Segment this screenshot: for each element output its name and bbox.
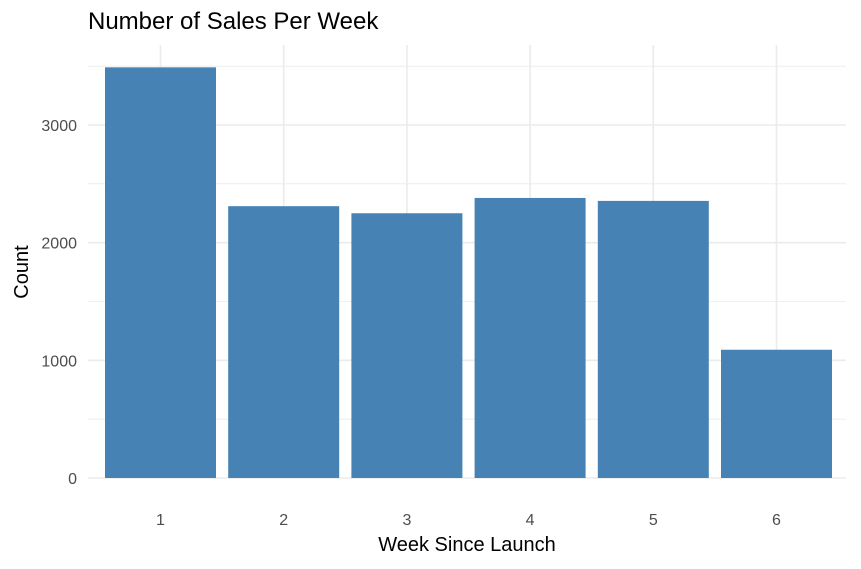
x-tick-label: 5 (649, 512, 658, 529)
tick-labels: 1 2 3 4 5 6 0 1000 2000 3000 (41, 118, 781, 529)
bar-week-2 (228, 206, 340, 478)
x-axis-label: Week Since Launch (378, 534, 556, 556)
bar-week-3 (351, 213, 463, 478)
y-axis-label: Count (11, 245, 33, 299)
bar-week-1 (105, 67, 216, 479)
bar-week-4 (474, 197, 586, 478)
bar-week-5 (597, 200, 709, 478)
bar-week-6 (721, 349, 832, 478)
x-tick-label: 6 (772, 512, 781, 529)
x-tick-label: 4 (526, 512, 535, 529)
y-tick-label: 2000 (41, 236, 77, 253)
x-tick-label: 1 (156, 512, 165, 529)
x-tick-label: 2 (279, 512, 288, 529)
x-tick-label: 3 (402, 512, 411, 529)
bars (105, 67, 832, 479)
y-tick-label: 3000 (41, 118, 77, 135)
y-tick-label: 1000 (41, 353, 77, 370)
y-tick-label: 0 (68, 471, 77, 488)
chart-title: Number of Sales Per Week (88, 8, 379, 35)
